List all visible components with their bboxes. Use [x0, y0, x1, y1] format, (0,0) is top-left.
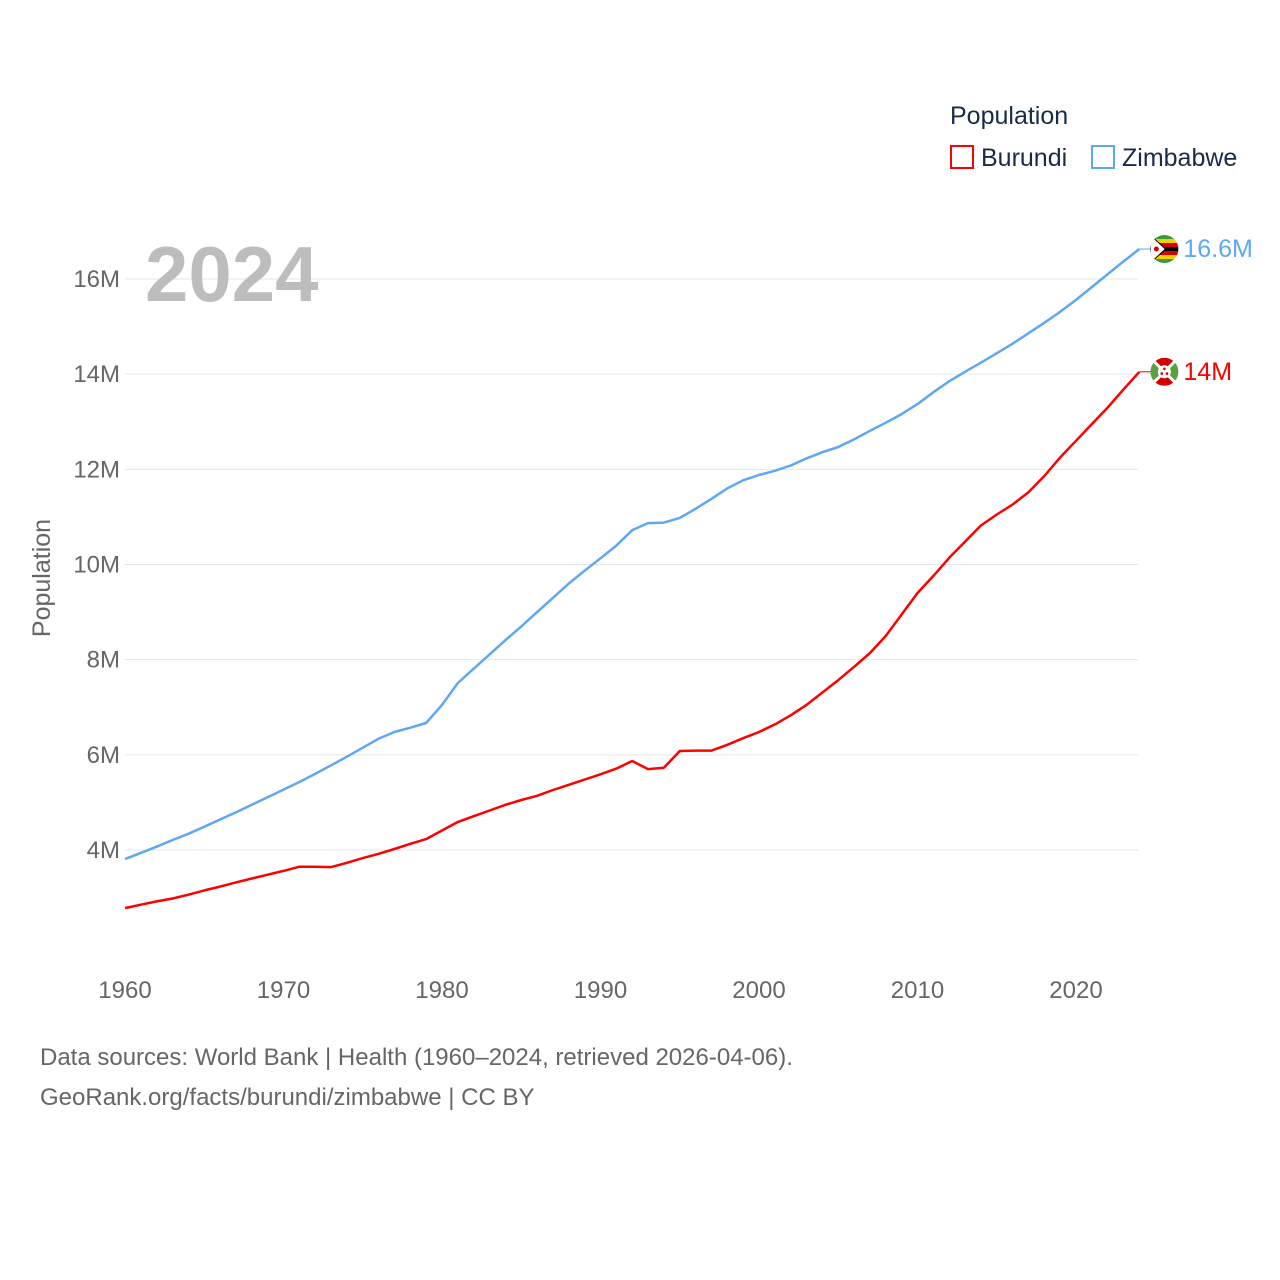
y-tick-label: 14M	[73, 361, 120, 388]
series-line-burundi[interactable]	[124, 370, 1141, 910]
legend-label-zimbabwe: Zimbabwe	[1122, 144, 1237, 172]
x-tick-label: 1990	[574, 977, 627, 1004]
burundi-flag-icon	[1150, 357, 1179, 386]
y-tick-label: 6M	[87, 742, 120, 769]
series-line-zimbabwe[interactable]	[124, 248, 1141, 861]
y-tick-label: 10M	[73, 552, 120, 579]
zimbabwe-flag-icon	[1150, 235, 1179, 264]
legend-swatch-burundi	[950, 145, 974, 169]
y-axis-label: Population	[28, 519, 56, 637]
legend-item-zimbabwe[interactable]: Zimbabwe	[1091, 144, 1237, 172]
y-tick-label: 16M	[73, 266, 120, 293]
x-axis-ticks: 1960 1970 1980 1990 2000 2010 2020	[98, 977, 1102, 1004]
x-tick-label: 2010	[891, 977, 944, 1004]
x-tick-label: 2020	[1049, 977, 1102, 1004]
series-lines	[124, 248, 1141, 910]
end-label-burundi: 14M	[1183, 358, 1232, 386]
footer-attribution[interactable]: GeoRank.org/facts/burundi/zimbabwe | CC …	[40, 1084, 535, 1111]
y-tick-label: 4M	[87, 837, 120, 864]
gridlines	[125, 278, 1138, 851]
legend-swatch-zimbabwe	[1091, 145, 1115, 169]
x-tick-label: 1970	[257, 977, 310, 1004]
legend-label-burundi: Burundi	[981, 144, 1067, 172]
end-label-zimbabwe: 16.6M	[1183, 235, 1252, 263]
y-tick-label: 8M	[87, 647, 120, 674]
year-watermark: 2024	[145, 230, 319, 318]
legend-item-burundi[interactable]: Burundi	[950, 144, 1067, 172]
x-tick-label: 1980	[415, 977, 468, 1004]
y-axis-ticks: 4M 6M 8M 10M 12M 14M 16M	[73, 266, 120, 864]
x-tick-label: 1960	[98, 977, 151, 1004]
footer-sources: Data sources: World Bank | Health (1960–…	[40, 1044, 793, 1071]
legend: Population Burundi Zimbabwe	[950, 102, 1237, 172]
legend-title: Population	[950, 102, 1068, 130]
series-end-labels: 14M 16.6M	[1139, 235, 1253, 386]
y-tick-label: 12M	[73, 456, 120, 483]
x-tick-label: 2000	[732, 977, 785, 1004]
